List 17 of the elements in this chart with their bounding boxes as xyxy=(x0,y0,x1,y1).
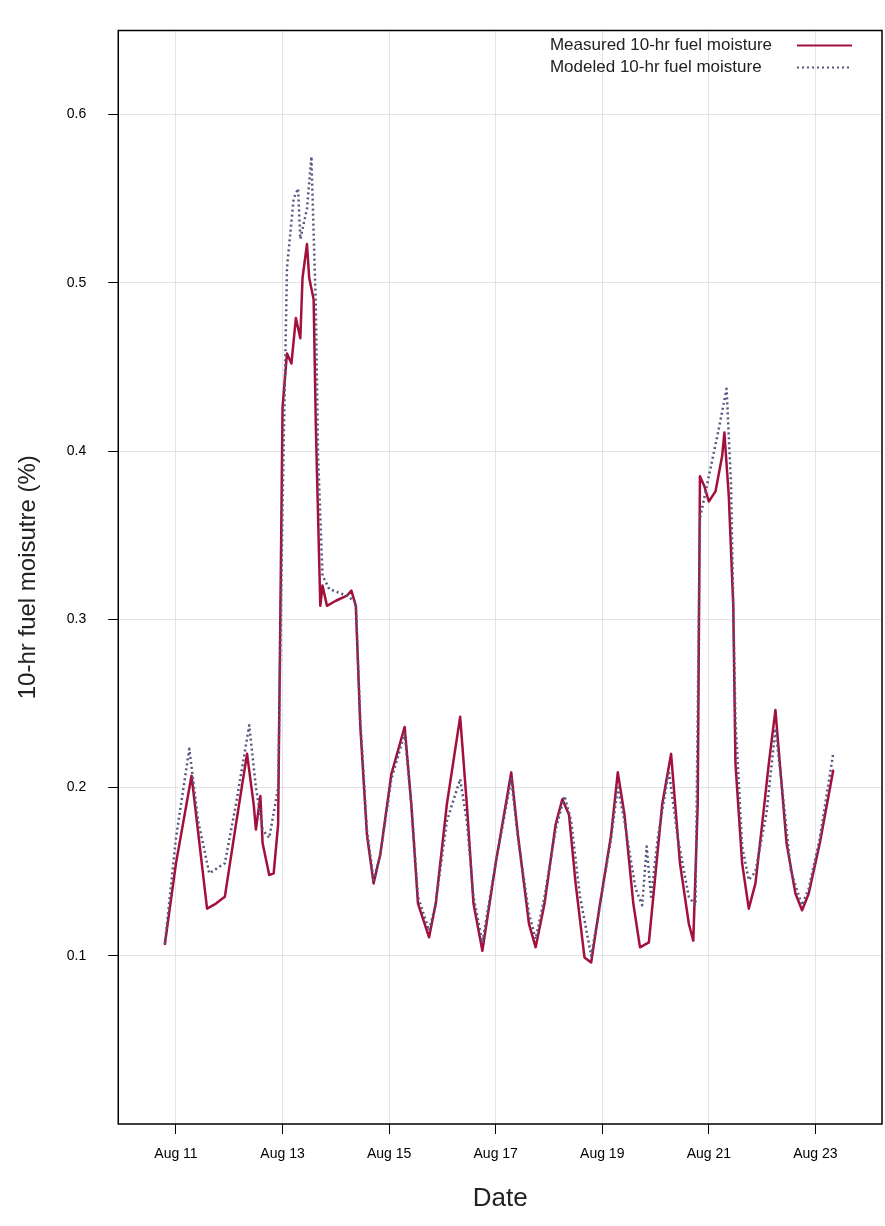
x-tick-label: Aug 17 xyxy=(473,1145,519,1162)
y-tick-label: 0.3 xyxy=(66,610,87,627)
x-tick-label: Aug 13 xyxy=(260,1145,305,1162)
y-tick-label: 0.4 xyxy=(66,441,87,458)
x-tick-label: Aug 23 xyxy=(793,1145,838,1162)
legend-label: Measured 10-hr fuel moisture xyxy=(549,35,772,55)
y-tick-label: 0.2 xyxy=(66,778,87,795)
x-tick-label: Aug 19 xyxy=(580,1145,625,1162)
x-tick-label: Aug 11 xyxy=(154,1145,198,1162)
x-tick-label: Aug 21 xyxy=(686,1145,732,1162)
y-tick-label: 0.5 xyxy=(66,273,87,290)
x-tick-label: Aug 15 xyxy=(366,1145,412,1162)
y-tick-label: 0.1 xyxy=(66,946,87,963)
y-tick-label: 0.6 xyxy=(66,105,87,122)
x-axis-title: Date xyxy=(472,1181,528,1212)
y-axis-title: 10-hr fuel moisutre (%) xyxy=(13,455,41,700)
legend-label: Modeled 10-hr fuel moisture xyxy=(549,57,762,77)
